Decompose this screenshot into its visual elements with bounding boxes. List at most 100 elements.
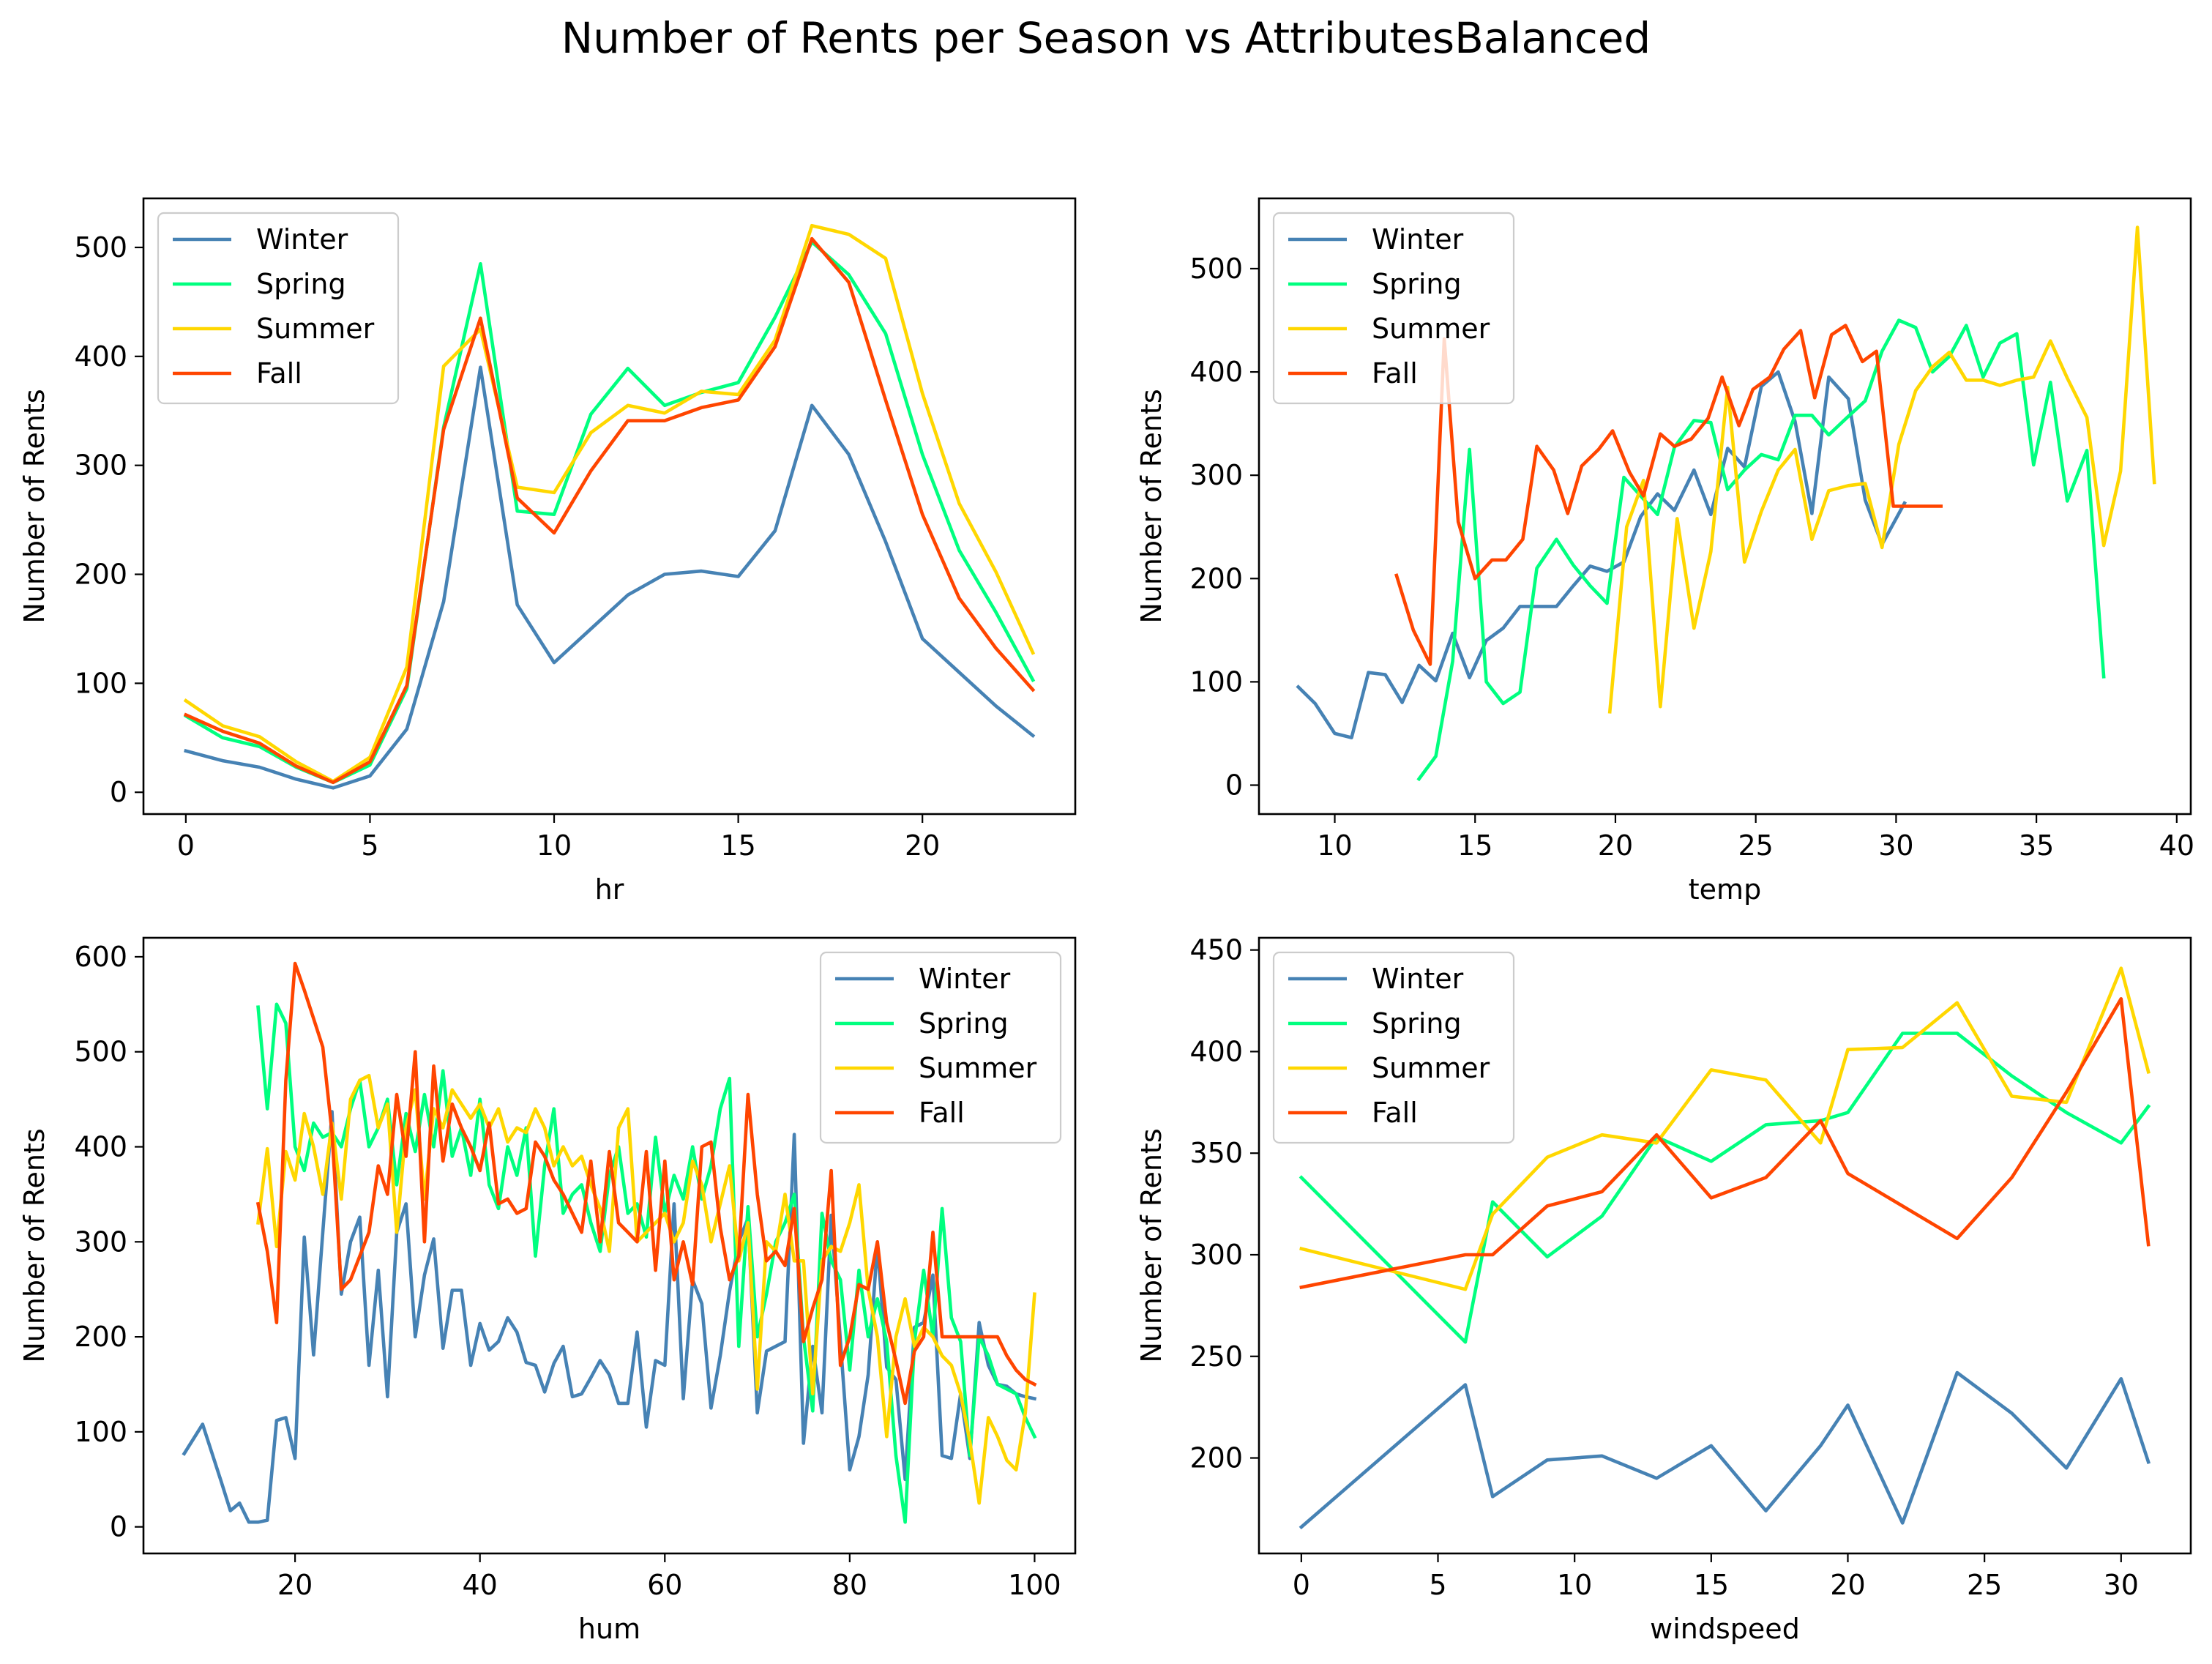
y-tick-label: 300 bbox=[74, 449, 127, 482]
y-tick-label: 200 bbox=[1189, 1442, 1243, 1474]
legend-label-spring: Spring bbox=[256, 268, 346, 300]
x-tick-label: 20 bbox=[1830, 1569, 1865, 1601]
legend: Winter Spring Summer Fall bbox=[157, 212, 400, 405]
x-axis-label: hr bbox=[595, 873, 624, 906]
x-tick-label: 0 bbox=[1293, 1569, 1310, 1601]
series-line-winter bbox=[182, 1110, 1037, 1524]
x-axis-label: windspeed bbox=[1650, 1613, 1800, 1645]
series-line-fall bbox=[1299, 997, 2151, 1290]
x-tick-label: 10 bbox=[537, 829, 572, 862]
x-tick-label: 15 bbox=[1694, 1569, 1729, 1601]
y-tick-label: 300 bbox=[1189, 459, 1243, 491]
x-tick-label: 80 bbox=[832, 1569, 867, 1601]
x-tick-label: 5 bbox=[1429, 1569, 1446, 1601]
series-line-winter bbox=[1299, 1370, 2151, 1530]
x-tick-label: 20 bbox=[1598, 829, 1633, 862]
series-line-summer bbox=[1299, 966, 2151, 1291]
legend-label-fall: Fall bbox=[919, 1097, 965, 1129]
legend-label-spring: Spring bbox=[1372, 1007, 1462, 1040]
y-tick-label: 450 bbox=[1189, 934, 1243, 966]
y-tick-label: 250 bbox=[1189, 1340, 1243, 1373]
legend-label-summer: Summer bbox=[1372, 1052, 1490, 1084]
y-tick-label: 200 bbox=[74, 559, 127, 591]
x-tick-label: 60 bbox=[647, 1569, 682, 1601]
y-tick-label: 500 bbox=[1189, 253, 1243, 285]
series-line-winter bbox=[1296, 370, 1908, 739]
legend-label-winter: Winter bbox=[1372, 963, 1464, 995]
y-tick-label: 500 bbox=[74, 231, 127, 264]
x-tick-label: 20 bbox=[277, 1569, 313, 1601]
series-line-spring bbox=[1416, 318, 2106, 782]
y-tick-label: 400 bbox=[1189, 1035, 1243, 1067]
series-line-winter bbox=[184, 365, 1036, 790]
y-tick-label: 100 bbox=[74, 667, 127, 699]
y-tick-label: 400 bbox=[74, 1131, 127, 1163]
legend-label-winter: Winter bbox=[256, 223, 348, 255]
y-tick-label: 600 bbox=[74, 941, 127, 973]
x-tick-label: 100 bbox=[1008, 1569, 1061, 1601]
x-axis-label: hum bbox=[578, 1613, 640, 1645]
legend-label-summer: Summer bbox=[1372, 313, 1490, 345]
legend-box bbox=[1272, 951, 1515, 1144]
y-tick-label: 300 bbox=[1189, 1239, 1243, 1271]
axes-frame bbox=[1258, 936, 2192, 1555]
x-tick-label: 10 bbox=[1557, 1569, 1592, 1601]
y-tick-label: 200 bbox=[74, 1321, 127, 1353]
y-axis-label: Number of Rents bbox=[1135, 389, 1167, 623]
series-line-fall bbox=[1394, 324, 1943, 666]
x-tick-label: 15 bbox=[720, 829, 755, 862]
x-tick-label: 20 bbox=[905, 829, 940, 862]
series-group bbox=[1296, 225, 2156, 782]
series-line-fall bbox=[255, 961, 1037, 1406]
legend-label-spring: Spring bbox=[1372, 268, 1462, 300]
y-axis-label: Number of Rents bbox=[18, 389, 51, 623]
x-tick-label: 5 bbox=[361, 829, 378, 862]
series-line-spring bbox=[256, 1002, 1037, 1524]
panel-temp: 10 15 20 25 30 35 400100200300400500tempNumber… bbox=[1135, 197, 2194, 906]
legend-label-spring: Spring bbox=[919, 1007, 1009, 1040]
x-axis-label: temp bbox=[1689, 873, 1761, 906]
legend-label-winter: Winter bbox=[1372, 223, 1464, 255]
x-tick-label: 15 bbox=[1457, 829, 1492, 862]
x-tick-label: 25 bbox=[1967, 1569, 2002, 1601]
series-group bbox=[182, 961, 1037, 1524]
legend: Winter Spring Summer Fall bbox=[819, 951, 1062, 1144]
legend: Winter Spring Summer Fall bbox=[1272, 951, 1515, 1144]
legend-box bbox=[819, 951, 1062, 1144]
x-tick-label: 10 bbox=[1317, 829, 1352, 862]
y-tick-label: 500 bbox=[74, 1036, 127, 1068]
y-tick-label: 400 bbox=[1189, 356, 1243, 388]
legend: Winter Spring Summer Fall bbox=[1272, 212, 1515, 405]
x-tick-label: 35 bbox=[2019, 829, 2054, 862]
y-axis-label: Number of Rents bbox=[18, 1128, 51, 1362]
series-line-fall bbox=[183, 236, 1036, 785]
axes-frame bbox=[142, 936, 1077, 1555]
x-tick-label: 30 bbox=[2104, 1569, 2139, 1601]
axes-frame bbox=[1258, 197, 2192, 816]
y-tick-label: 400 bbox=[74, 340, 127, 373]
y-tick-label: 350 bbox=[1189, 1137, 1243, 1169]
legend-label-summer: Summer bbox=[919, 1052, 1037, 1084]
figure-suptitle: Number of Rents per Season vs Attributes… bbox=[561, 13, 1651, 63]
y-tick-label: 100 bbox=[74, 1416, 127, 1448]
series-line-summer bbox=[1607, 225, 2156, 714]
legend-label-summer: Summer bbox=[256, 313, 375, 345]
legend-label-fall: Fall bbox=[1372, 1097, 1418, 1129]
y-tick-label: 300 bbox=[74, 1225, 127, 1258]
y-tick-label: 0 bbox=[1225, 769, 1243, 801]
x-tick-label: 40 bbox=[463, 1569, 498, 1601]
x-tick-label: 0 bbox=[177, 829, 195, 862]
y-tick-label: 100 bbox=[1189, 665, 1243, 698]
series-line-summer bbox=[256, 1073, 1036, 1505]
x-tick-label: 25 bbox=[1738, 829, 1773, 862]
panel-windspeed: 0 5 10 15 20 25 30 200 250 300 350 400 450 windspeed N… bbox=[1135, 934, 2192, 1645]
legend-box bbox=[157, 212, 400, 405]
series-group bbox=[183, 223, 1036, 790]
y-tick-label: 0 bbox=[110, 776, 127, 808]
legend-label-fall: Fall bbox=[256, 357, 302, 389]
y-tick-label: 0 bbox=[110, 1511, 127, 1543]
y-tick-label: 200 bbox=[1189, 562, 1243, 594]
legend-label-winter: Winter bbox=[919, 963, 1011, 995]
